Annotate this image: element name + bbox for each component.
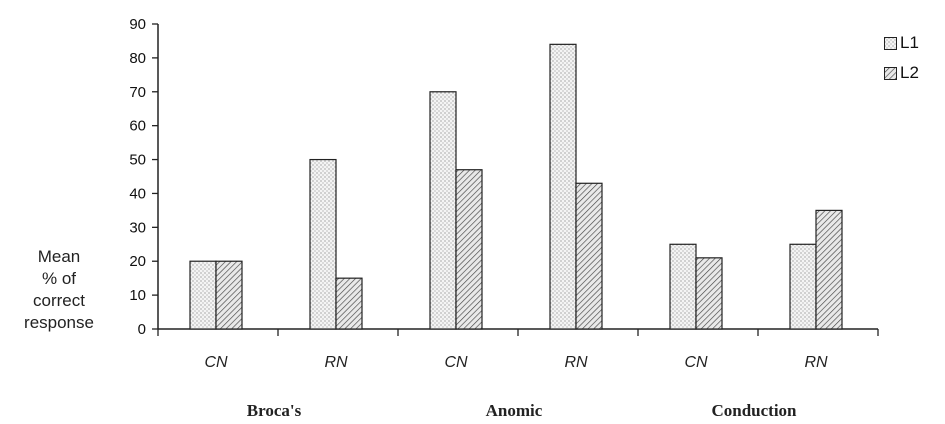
- y-axis-label-line: response: [24, 313, 94, 332]
- legend-item-l1: L1: [884, 30, 919, 56]
- y-axis-label-line: % of: [41, 269, 77, 288]
- bar-l1: [669, 243, 697, 330]
- bar-l1: [789, 243, 817, 330]
- y-tick-label: 0: [138, 321, 146, 338]
- y-tick-label: 50: [129, 152, 146, 169]
- y-tick-label: 20: [129, 253, 146, 270]
- y-axis-label-line: Mean: [37, 247, 81, 266]
- y-tick-label: 30: [129, 219, 146, 236]
- legend-item-l2: L2: [884, 60, 919, 86]
- legend-label: L1: [900, 33, 919, 52]
- group-label: Conduction: [711, 401, 797, 420]
- x-tick-label: CN: [444, 354, 468, 371]
- bar-l1: [549, 43, 577, 330]
- labels: 0 10 20 30 40 50 60 70 80 90 CN RN CN RN CN RN Broca's An…: [129, 16, 828, 420]
- bar-l1: [429, 91, 457, 330]
- bar-l1: [309, 158, 337, 330]
- hatched-swatch-icon: [884, 66, 897, 80]
- dotted-swatch-icon: [884, 36, 897, 50]
- x-tick-label: CN: [204, 354, 228, 371]
- y-tick-label: 60: [129, 118, 146, 135]
- y-tick-label: 70: [129, 84, 146, 101]
- y-tick-label: 10: [129, 287, 146, 304]
- bar-l2: [335, 277, 363, 330]
- bar-l2: [695, 257, 723, 330]
- group-label: Broca's: [247, 401, 302, 420]
- y-axis-label: Mean % of correct response: [4, 246, 114, 334]
- legend-label: L2: [900, 63, 919, 82]
- y-tick-label: 40: [129, 185, 146, 202]
- bars: [189, 43, 843, 330]
- y-tick-label: 80: [129, 50, 146, 67]
- group-label: Anomic: [486, 401, 543, 420]
- legend: L1 L2: [884, 30, 919, 90]
- bar-l2: [455, 169, 483, 330]
- y-tick-label: 90: [129, 16, 146, 33]
- axes: [152, 23, 879, 336]
- x-tick-label: RN: [564, 354, 588, 371]
- bar-l1: [189, 260, 217, 330]
- y-axis-label-line: correct: [33, 291, 85, 310]
- x-tick-label: CN: [684, 354, 708, 371]
- bar-l2: [215, 260, 243, 330]
- bar-l2: [575, 182, 603, 330]
- x-tick-label: RN: [804, 354, 828, 371]
- bar-l2: [815, 209, 843, 330]
- x-tick-label: RN: [324, 354, 348, 371]
